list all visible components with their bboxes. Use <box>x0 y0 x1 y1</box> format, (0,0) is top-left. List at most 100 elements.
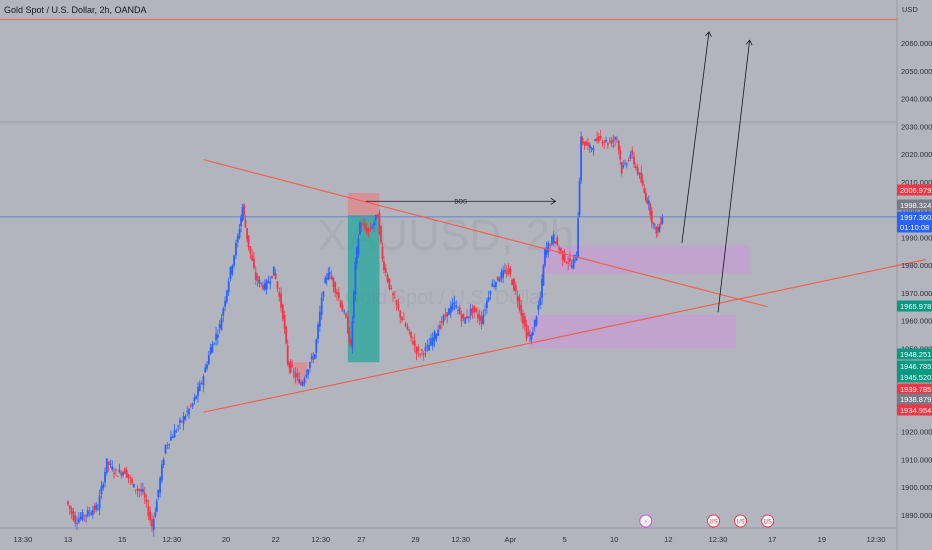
candle-body <box>502 270 505 278</box>
candle-body <box>258 279 261 284</box>
candle-body <box>590 147 593 150</box>
candle-body <box>435 334 438 339</box>
price-badge <box>897 348 932 360</box>
candle-body <box>381 246 384 259</box>
event-marker-symbol: US <box>764 519 772 526</box>
candle-body <box>283 315 286 329</box>
candle-body <box>563 252 566 262</box>
candle-body <box>513 278 515 291</box>
candle-body <box>383 261 385 271</box>
candle-body <box>585 141 588 146</box>
price-tick-label: 2030.000 <box>901 122 932 131</box>
candle-body <box>253 258 255 269</box>
watermark-name: Gold Spot / U.S. Dollar <box>345 287 548 309</box>
candle-body <box>140 489 143 492</box>
candle-body <box>655 226 658 234</box>
time-tick-label: 12 <box>664 535 672 544</box>
candle-body <box>424 346 427 351</box>
candle-body <box>478 315 481 321</box>
price-tick-label: 1970.000 <box>901 289 932 298</box>
price-badge <box>897 383 932 395</box>
candle-body <box>294 372 297 378</box>
candle-body <box>617 140 620 150</box>
price-badge-text: 1946.785 <box>900 362 931 371</box>
candle-body <box>509 269 512 275</box>
candle-body <box>346 316 349 334</box>
candle-body <box>244 220 247 228</box>
candle-body <box>581 138 584 144</box>
candle-body <box>164 445 167 454</box>
candle-body <box>274 272 277 280</box>
candle-body <box>493 285 496 288</box>
candle-body <box>85 515 87 517</box>
candle-body <box>305 374 308 377</box>
chart-title: Gold Spot / U.S. Dollar, 2h, OANDA <box>4 5 147 15</box>
price-tick-label: 1980.000 <box>901 261 932 270</box>
candle-body <box>202 376 205 386</box>
candle-body <box>300 381 302 385</box>
candle-body <box>625 163 628 165</box>
price-tick-label: 1920.000 <box>901 428 932 437</box>
candle-body <box>520 305 523 316</box>
candle-body <box>83 515 86 517</box>
time-tick-label: 13 <box>64 535 72 544</box>
candle-body <box>77 518 80 523</box>
candle-body <box>455 305 458 308</box>
candle-body <box>532 332 534 336</box>
candle-body <box>567 262 570 264</box>
candle-body <box>417 346 420 352</box>
price-badge <box>897 393 932 405</box>
candle-body <box>123 468 126 474</box>
candle-body <box>594 139 597 142</box>
candle-body <box>462 313 465 319</box>
candle-body <box>411 341 414 345</box>
candle-body <box>619 149 622 160</box>
candle-body <box>489 291 492 295</box>
candle-body <box>285 326 288 344</box>
candle-body <box>215 333 217 341</box>
candle-body <box>260 282 263 284</box>
candle-body <box>320 297 323 315</box>
candle-body <box>327 273 330 280</box>
candle-body <box>125 469 128 478</box>
candle-body <box>596 137 598 142</box>
candle-body <box>530 334 533 340</box>
candle-body <box>577 218 579 258</box>
price-axis-panel <box>897 0 932 550</box>
candle-body <box>419 354 421 356</box>
candle-body <box>428 345 431 351</box>
candle-body <box>91 510 94 515</box>
candle-body <box>406 326 409 330</box>
candle-body <box>535 316 538 325</box>
candle-body <box>90 513 93 515</box>
time-tick-label: 27 <box>357 535 365 544</box>
candle-body <box>487 297 490 301</box>
candle-body <box>640 172 643 183</box>
candle-body <box>661 217 664 224</box>
candle-body <box>644 192 647 201</box>
time-tick-label: 13:30 <box>13 535 32 544</box>
candle-body <box>216 334 219 338</box>
candle-body <box>369 228 372 230</box>
candle-body <box>271 276 273 279</box>
price-axis-unit: USD <box>902 5 918 14</box>
candle-body <box>213 342 216 344</box>
candle-body <box>204 367 207 373</box>
candle-body <box>254 272 257 280</box>
event-marker-symbol: US <box>736 519 744 526</box>
candle-body <box>430 338 432 346</box>
candle-body <box>627 160 630 161</box>
candle-body <box>500 272 503 279</box>
candle-body <box>236 235 239 243</box>
candle-body <box>620 162 623 174</box>
candle-body <box>122 472 124 476</box>
time-tick-label: 12:30 <box>311 535 330 544</box>
candle-body <box>587 142 589 146</box>
candle-body <box>599 136 602 139</box>
demand-zone-2 <box>528 315 737 349</box>
candle-body <box>104 472 106 483</box>
candle-body <box>118 469 121 473</box>
candle-body <box>224 300 226 307</box>
candle-body <box>491 283 494 287</box>
